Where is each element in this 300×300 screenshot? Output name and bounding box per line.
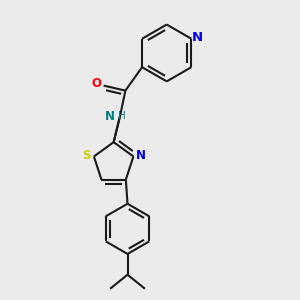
Text: S: S: [82, 149, 91, 162]
Text: N: N: [192, 31, 203, 44]
Text: N: N: [105, 110, 115, 122]
Text: H: H: [118, 111, 126, 121]
Text: N: N: [136, 149, 146, 162]
Text: O: O: [91, 77, 101, 90]
